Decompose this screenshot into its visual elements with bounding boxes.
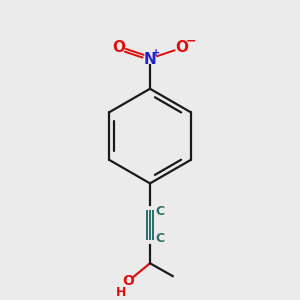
Text: N: N: [144, 52, 156, 67]
Text: C: C: [155, 232, 164, 245]
Text: O: O: [175, 40, 188, 55]
Text: O: O: [122, 274, 134, 288]
Text: C: C: [155, 205, 164, 218]
Text: +: +: [152, 48, 160, 58]
Text: O: O: [112, 40, 125, 55]
Text: −: −: [186, 35, 197, 48]
Text: H: H: [116, 286, 127, 299]
